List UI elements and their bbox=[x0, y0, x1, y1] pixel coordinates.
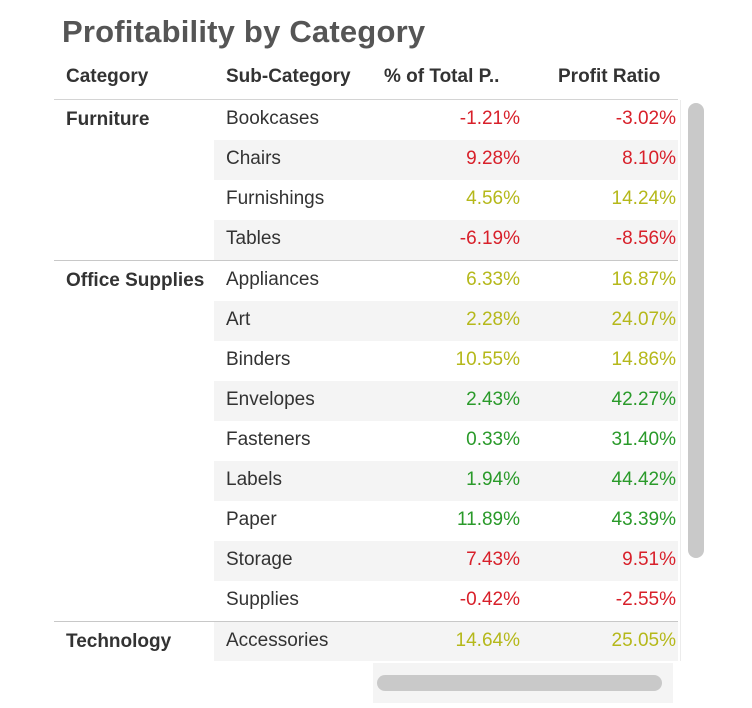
profit-ratio-cell: 25.05% bbox=[611, 630, 676, 651]
table-row[interactable]: Paper 11.89% 43.39% bbox=[214, 501, 678, 541]
pct-total-cell: 2.43% bbox=[466, 389, 520, 410]
header-divider bbox=[54, 99, 678, 100]
pct-total-cell: 9.28% bbox=[466, 148, 520, 169]
table-row[interactable]: Fasteners 0.33% 31.40% bbox=[214, 421, 678, 461]
pct-total-cell: 2.28% bbox=[466, 309, 520, 330]
profit-ratio-cell: 16.87% bbox=[611, 269, 676, 290]
sub-category-cell: Paper bbox=[226, 509, 277, 530]
profit-ratio-cell: 24.07% bbox=[611, 309, 676, 330]
column-header-pct-total[interactable]: % of Total P.. bbox=[384, 66, 500, 87]
table-row[interactable]: Storage 7.43% 9.51% bbox=[214, 541, 678, 581]
table-row[interactable]: Binders 10.55% 14.86% bbox=[214, 341, 678, 381]
table-row[interactable]: Chairs 9.28% 8.10% bbox=[214, 140, 678, 180]
sub-category-cell: Art bbox=[226, 309, 251, 330]
pct-total-cell: 7.43% bbox=[466, 549, 520, 570]
profit-ratio-cell: -3.02% bbox=[615, 108, 676, 129]
category-label[interactable]: Office Supplies bbox=[66, 270, 205, 291]
table-row[interactable]: Appliances 6.33% 16.87% bbox=[214, 261, 678, 301]
table-row[interactable]: Furnishings 4.56% 14.24% bbox=[214, 180, 678, 220]
pct-total-cell: 4.56% bbox=[466, 188, 520, 209]
sub-category-cell: Accessories bbox=[226, 630, 329, 651]
table-body: Furniture Bookcases -1.21% -3.02% Chairs 9.28… bbox=[54, 100, 678, 661]
pct-total-cell: -0.42% bbox=[459, 589, 520, 610]
vertical-scrollbar-thumb[interactable] bbox=[688, 103, 704, 558]
sub-category-cell: Storage bbox=[226, 549, 293, 570]
sub-category-cell: Fasteners bbox=[226, 429, 311, 450]
sub-category-rows: Appliances 6.33% 16.87% Art 2.28% 24.07% Binde… bbox=[214, 261, 678, 621]
profit-ratio-cell: 9.51% bbox=[622, 549, 676, 570]
sub-category-cell: Appliances bbox=[226, 269, 319, 290]
profit-ratio-cell: -8.56% bbox=[615, 228, 676, 249]
pct-total-cell: 11.89% bbox=[456, 509, 520, 530]
profit-ratio-cell: 14.86% bbox=[611, 349, 676, 370]
profit-ratio-cell: 42.27% bbox=[611, 389, 676, 410]
table-row[interactable]: Tables -6.19% -8.56% bbox=[214, 220, 678, 260]
profit-ratio-cell: 43.39% bbox=[611, 509, 676, 530]
profit-ratio-cell: -2.55% bbox=[615, 589, 676, 610]
horizontal-scrollbar-thumb[interactable] bbox=[377, 675, 662, 691]
profit-ratio-cell: 8.10% bbox=[622, 148, 676, 169]
profit-ratio-cell: 44.42% bbox=[611, 469, 676, 490]
pct-total-cell: 1.94% bbox=[466, 469, 520, 490]
pct-total-cell: -1.21% bbox=[459, 108, 520, 129]
table-row[interactable]: Supplies -0.42% -2.55% bbox=[214, 581, 678, 621]
category-label[interactable]: Furniture bbox=[66, 109, 150, 130]
table-row[interactable]: Envelopes 2.43% 42.27% bbox=[214, 381, 678, 421]
category-group: Technology Accessories 14.64% 25.05% bbox=[54, 622, 678, 661]
sub-category-rows: Bookcases -1.21% -3.02% Chairs 9.28% 8.10% Fur… bbox=[214, 100, 678, 260]
profit-ratio-cell: 31.40% bbox=[611, 429, 676, 450]
sub-category-rows: Accessories 14.64% 25.05% bbox=[214, 622, 678, 661]
category-group: Office Supplies Appliances 6.33% 16.87% Art 2… bbox=[54, 261, 678, 622]
chart-title: Profitability by Category bbox=[62, 14, 426, 49]
sub-category-cell: Binders bbox=[226, 349, 291, 370]
category-group: Furniture Bookcases -1.21% -3.02% Chairs 9.28… bbox=[54, 100, 678, 261]
sub-category-cell: Labels bbox=[226, 469, 282, 490]
sub-category-cell: Chairs bbox=[226, 148, 281, 169]
table-row[interactable]: Art 2.28% 24.07% bbox=[214, 301, 678, 341]
profit-ratio-cell: 14.24% bbox=[611, 188, 676, 209]
sub-category-cell: Supplies bbox=[226, 589, 299, 610]
sub-category-cell: Furnishings bbox=[226, 188, 325, 209]
pct-total-cell: 10.55% bbox=[455, 349, 520, 370]
column-header-sub-category[interactable]: Sub-Category bbox=[226, 66, 351, 87]
column-header-profit-ratio[interactable]: Profit Ratio bbox=[558, 66, 661, 87]
pct-total-cell: -6.19% bbox=[459, 228, 520, 249]
pct-total-cell: 14.64% bbox=[455, 630, 520, 651]
category-label[interactable]: Technology bbox=[66, 631, 172, 652]
sub-category-cell: Envelopes bbox=[226, 389, 315, 410]
table-row[interactable]: Labels 1.94% 44.42% bbox=[214, 461, 678, 501]
pct-total-cell: 6.33% bbox=[466, 269, 520, 290]
sub-category-cell: Tables bbox=[226, 228, 281, 249]
table-row[interactable]: Bookcases -1.21% -3.02% bbox=[214, 100, 678, 140]
sub-category-cell: Bookcases bbox=[226, 108, 319, 129]
table-row[interactable]: Accessories 14.64% 25.05% bbox=[214, 622, 678, 661]
pct-total-cell: 0.33% bbox=[466, 429, 520, 450]
column-header-category[interactable]: Category bbox=[66, 66, 149, 87]
